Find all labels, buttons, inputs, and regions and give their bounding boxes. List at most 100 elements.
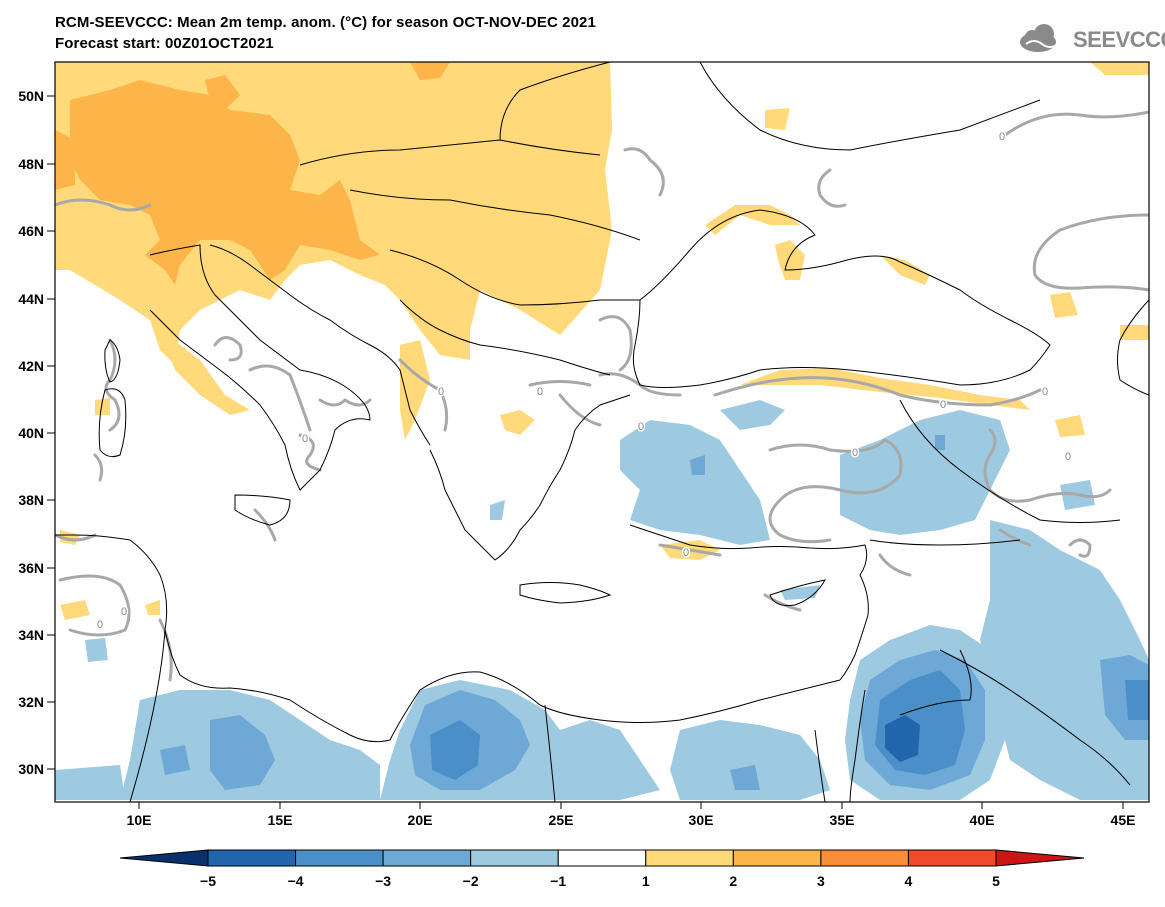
greece-coast xyxy=(429,394,631,561)
contour-label: 0 xyxy=(638,421,644,433)
lon-tick-5: 35E xyxy=(830,802,854,828)
seevccc-logo xyxy=(1020,24,1059,52)
lat-tick-7: 36N xyxy=(18,560,55,576)
crete-coast xyxy=(519,582,612,604)
colorbar: −5 −4 −3 −2 −1 1 2 3 4 5 xyxy=(119,849,1085,889)
svg-text:45E: 45E xyxy=(1111,812,1136,828)
svg-text:20E: 20E xyxy=(408,812,433,828)
lat-tick-6: 38N xyxy=(18,492,55,508)
anomaly-region-algeria xyxy=(60,600,90,620)
colorbar-segment xyxy=(820,849,909,867)
anomaly-region-caspian xyxy=(1120,325,1149,340)
svg-text:38N: 38N xyxy=(18,492,44,508)
contour-line xyxy=(878,553,912,577)
lon-tick-1: 15E xyxy=(268,802,293,828)
cold-anomaly-minus4 xyxy=(885,715,920,762)
anomaly-region-algeria-south xyxy=(55,765,125,800)
contour-line xyxy=(1032,213,1149,292)
anomaly-region-armenia xyxy=(1055,415,1085,437)
svg-text:46N: 46N xyxy=(18,223,44,239)
border-line xyxy=(939,649,1131,786)
svg-text:50N: 50N xyxy=(18,88,44,104)
cloud-icon xyxy=(1020,24,1059,52)
lat-tick-4: 42N xyxy=(18,358,55,374)
anomaly-region-turkey-north xyxy=(720,400,785,430)
colorbar-tick-label: 4 xyxy=(905,873,913,889)
svg-text:15E: 15E xyxy=(268,812,293,828)
contour-line xyxy=(248,364,312,432)
lat-tick-8: 34N xyxy=(18,627,55,643)
contour-line xyxy=(713,376,1042,407)
lon-tick-4: 30E xyxy=(689,802,714,828)
svg-text:25E: 25E xyxy=(549,812,574,828)
levant-coast xyxy=(839,574,869,681)
svg-text:32N: 32N xyxy=(18,694,44,710)
colorbar-tick-label: 1 xyxy=(642,873,650,889)
contour-label: 0 xyxy=(121,606,127,618)
lat-tick-2: 46N xyxy=(18,223,55,239)
colorbar-segment xyxy=(295,849,384,867)
contour-line xyxy=(55,198,152,212)
border-line xyxy=(299,139,601,166)
colorbar-tick-label: −5 xyxy=(200,873,216,889)
corsica-coast xyxy=(104,339,121,383)
turkey-south-coast xyxy=(629,524,868,576)
svg-text:42N: 42N xyxy=(18,358,44,374)
svg-text:30E: 30E xyxy=(689,812,714,828)
svg-text:40N: 40N xyxy=(18,425,44,441)
border-line xyxy=(849,689,866,802)
sicily-coast xyxy=(234,494,291,526)
border-line xyxy=(349,189,641,241)
colorbar-segment xyxy=(207,849,297,867)
colorbar-segment xyxy=(907,849,997,867)
contour-line xyxy=(598,315,633,372)
border-line xyxy=(899,649,972,716)
map-frame xyxy=(54,61,1150,803)
anomaly-region-western-edge xyxy=(55,130,75,190)
contour-label: 0 xyxy=(999,131,1005,143)
svg-text:36N: 36N xyxy=(18,560,44,576)
svg-text:34N: 34N xyxy=(18,627,44,643)
lon-tick-3: 25E xyxy=(549,802,574,828)
lat-tick-1: 48N xyxy=(18,156,55,172)
anomaly-region-poland-south xyxy=(205,75,240,110)
egypt-coast xyxy=(539,679,841,723)
contour-line xyxy=(55,533,97,542)
contour-line xyxy=(398,358,449,432)
contour-line xyxy=(558,393,602,427)
lon-tick-6: 40E xyxy=(970,802,994,828)
logo-text: SEEVCCC xyxy=(1073,27,1165,52)
colorbar-tick-label: 5 xyxy=(992,873,1000,889)
anomaly-region-egypt-spot xyxy=(730,765,760,790)
anomaly-region-jordan-extreme xyxy=(885,715,920,762)
colorbar-low-cap xyxy=(119,849,209,867)
contour-line xyxy=(998,528,1032,547)
anomaly-region-anatolia-spot xyxy=(690,455,705,475)
adriatic-east-coast xyxy=(209,244,431,446)
border-line xyxy=(389,249,640,306)
colorbar-segment xyxy=(732,849,822,867)
libya-coast xyxy=(164,629,541,743)
border-line xyxy=(544,704,556,802)
contour-line xyxy=(658,543,722,557)
anomaly-region-albania-coast xyxy=(400,340,430,440)
tunisia-coast xyxy=(55,534,168,631)
lat-axis: 50N 48N 46N 44N 42N 40N 38N 36N 34N 32N … xyxy=(18,88,55,777)
caspian-coast xyxy=(1117,299,1149,396)
svg-text:30N: 30N xyxy=(18,761,44,777)
contour-line xyxy=(623,147,665,197)
contour-label: 0 xyxy=(1042,386,1048,398)
contour-line xyxy=(213,336,243,362)
anomaly-region-caucasus-coast xyxy=(880,255,930,285)
contour-line xyxy=(1003,110,1149,137)
colorbar-tick-label: 3 xyxy=(817,873,825,889)
map-title: RCM-SEEVCCC: Mean 2m temp. anom. (°C) fo… xyxy=(55,14,596,31)
black-sea-coast xyxy=(632,209,1051,388)
anomaly-region-syria-iraq xyxy=(980,520,1149,800)
anomaly-region-iraq-core xyxy=(1125,680,1149,720)
lon-tick-0: 10E xyxy=(127,802,151,828)
zero-contours xyxy=(55,110,1149,682)
contour-label: 0 xyxy=(97,619,103,631)
anomaly-region-greece xyxy=(490,500,505,520)
